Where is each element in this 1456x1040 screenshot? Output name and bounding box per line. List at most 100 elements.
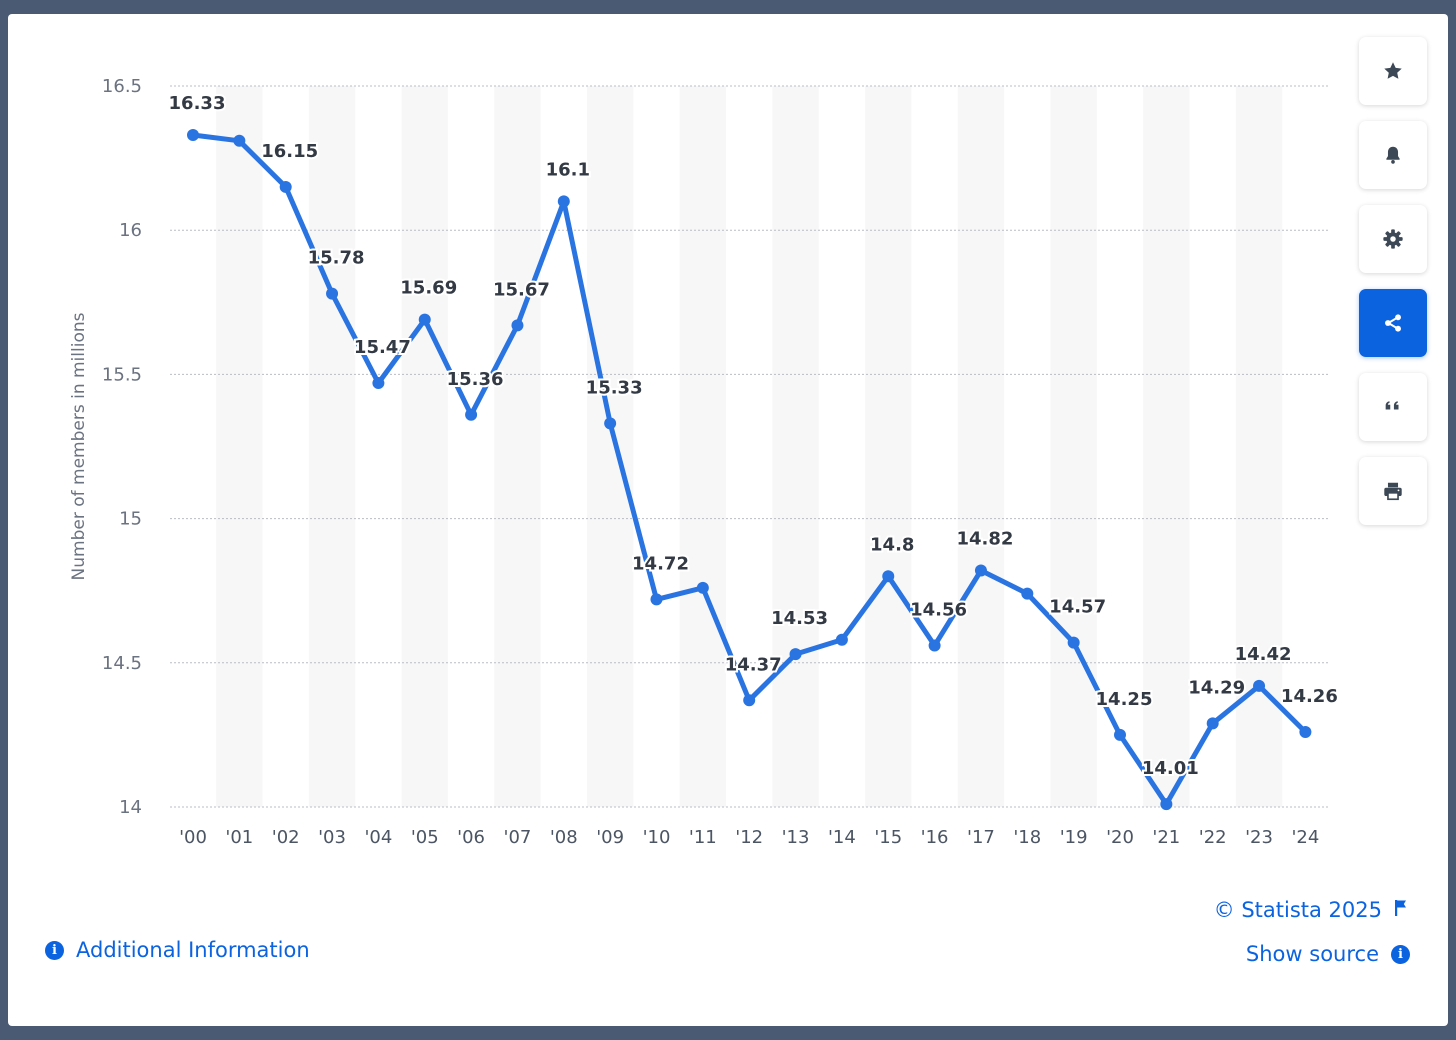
data-point xyxy=(650,593,663,606)
data-point xyxy=(557,195,570,208)
column-band xyxy=(494,86,541,807)
data-label: 16.33 xyxy=(169,93,226,114)
data-point xyxy=(279,180,292,193)
data-point xyxy=(604,417,617,430)
data-point xyxy=(1206,717,1219,730)
favorite-button[interactable] xyxy=(1359,37,1427,105)
column-band xyxy=(586,86,634,807)
column-band xyxy=(216,86,263,807)
line-chart: 14 14.5 15 15.5 16 16.5 Number of members in m… xyxy=(69,76,1340,848)
data-label: 15.69 xyxy=(400,278,457,299)
data-label: 16.1 xyxy=(546,159,590,180)
x-tick-label: '00 xyxy=(179,827,207,848)
copyright-link[interactable]: © Statista 2025 xyxy=(1214,898,1408,922)
data-label: 15.47 xyxy=(354,337,411,358)
data-point xyxy=(418,313,431,326)
y-tick-label: 15.5 xyxy=(102,364,142,385)
data-point xyxy=(233,134,246,147)
column-band xyxy=(401,86,448,807)
chart-toolbar xyxy=(1359,37,1429,541)
y-tick-label: 15 xyxy=(119,509,142,530)
column-band xyxy=(957,86,1005,807)
x-tick-label: '21 xyxy=(1152,827,1180,848)
data-point xyxy=(743,694,756,707)
data-label: 15.36 xyxy=(447,369,504,390)
x-tick-label: '13 xyxy=(782,827,810,848)
data-label: 14.53 xyxy=(771,608,828,629)
x-tick-label: '11 xyxy=(689,827,717,848)
x-tick-label: '08 xyxy=(550,827,578,848)
column-band xyxy=(772,86,819,807)
data-label: 14.82 xyxy=(956,529,1013,550)
data-label: 14.72 xyxy=(632,553,689,574)
cite-button[interactable] xyxy=(1359,373,1427,441)
data-label: 14.37 xyxy=(725,654,782,675)
data-point xyxy=(1021,587,1034,600)
x-tick-label: '02 xyxy=(272,827,300,848)
data-label: 14.42 xyxy=(1235,644,1292,665)
data-label: 14.01 xyxy=(1142,758,1199,779)
x-tick-label: '03 xyxy=(318,827,346,848)
y-axis-label: Number of members in millions xyxy=(69,312,89,580)
bell-icon xyxy=(1386,146,1400,164)
share-button[interactable] xyxy=(1359,289,1427,357)
data-point xyxy=(928,639,941,652)
info-icon: i xyxy=(1391,944,1410,964)
x-tick-label: '24 xyxy=(1291,827,1319,848)
notification-button[interactable] xyxy=(1359,121,1427,189)
data-point xyxy=(696,581,709,594)
x-tick-label: '06 xyxy=(457,827,485,848)
print-button[interactable] xyxy=(1359,457,1427,525)
data-point xyxy=(187,129,199,142)
quote-icon xyxy=(1385,401,1399,410)
copyright-text: © Statista 2025 xyxy=(1213,898,1382,922)
column-band xyxy=(308,86,356,807)
y-tick-label: 16.5 xyxy=(102,76,142,97)
data-label: 14.29 xyxy=(1188,677,1245,698)
x-tick-label: '07 xyxy=(504,827,532,848)
data-point xyxy=(326,287,339,300)
x-tick-label: '20 xyxy=(1106,827,1134,848)
x-tick-label: '09 xyxy=(596,827,624,848)
data-label: 14.56 xyxy=(910,599,967,620)
x-tick-label: '04 xyxy=(364,827,392,848)
chart-card: 14 14.5 15 15.5 16 16.5 Number of members in m… xyxy=(8,14,1448,1026)
additional-information-link[interactable]: i Additional Information xyxy=(45,938,310,962)
data-point xyxy=(511,319,524,332)
data-point xyxy=(1299,726,1312,739)
data-label: 14.25 xyxy=(1096,689,1153,710)
data-point xyxy=(1114,728,1126,741)
x-tick-label: '23 xyxy=(1245,827,1273,848)
x-tick-label: '05 xyxy=(411,827,439,848)
data-label: 15.78 xyxy=(308,248,365,269)
data-point xyxy=(835,633,848,646)
x-tick-label: '15 xyxy=(874,827,902,848)
x-tick-label: '12 xyxy=(735,827,763,848)
show-source-link[interactable]: Show source i xyxy=(1246,942,1410,966)
flag-icon xyxy=(1394,898,1408,922)
data-point xyxy=(465,408,478,421)
data-label: 15.67 xyxy=(493,279,550,300)
additional-information-label: Additional Information xyxy=(76,938,310,962)
data-point xyxy=(372,377,385,390)
x-tick-label: '14 xyxy=(828,827,856,848)
column-band xyxy=(1050,86,1097,807)
x-tick-label: '01 xyxy=(225,827,253,848)
show-source-label: Show source xyxy=(1245,942,1379,966)
column-band xyxy=(1143,86,1190,807)
data-label: 14.57 xyxy=(1049,597,1106,618)
data-label: 16.15 xyxy=(261,141,318,162)
data-point xyxy=(1160,798,1173,811)
settings-button[interactable] xyxy=(1359,205,1427,273)
share-icon xyxy=(1385,314,1401,332)
printer-icon xyxy=(1384,482,1402,501)
data-label: 14.26 xyxy=(1281,686,1338,707)
y-tick-label: 14.5 xyxy=(102,653,142,674)
info-icon: i xyxy=(45,940,64,960)
y-tick-label: 14 xyxy=(119,797,142,818)
column-band xyxy=(865,86,912,807)
data-label: 15.33 xyxy=(586,377,643,398)
x-tick-label: '22 xyxy=(1199,827,1227,848)
x-tick-label: '18 xyxy=(1013,827,1041,848)
data-point xyxy=(974,564,987,577)
